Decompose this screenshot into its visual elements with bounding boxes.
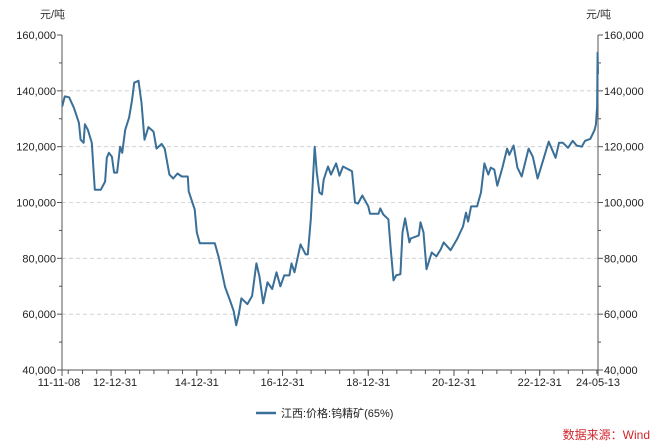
x-tick-label: 11-11-08: [38, 377, 80, 389]
y-tick-label-left: 80,000: [22, 253, 56, 265]
x-tick-label: 22-12-31: [518, 377, 562, 389]
x-tick-label: 20-12-31: [432, 377, 476, 389]
x-tick-label: 24-05-13: [576, 377, 620, 389]
y-tick-label-right: 100,000: [604, 198, 644, 210]
y-tick-label-left: 160,000: [16, 30, 56, 42]
series-line-tungsten-price: [61, 51, 599, 327]
y-tick-label-left: 140,000: [16, 86, 56, 98]
y-tick-label-left: 40,000: [22, 365, 56, 377]
y-tick-label-right: 40,000: [604, 365, 638, 377]
grid-lines: [62, 90, 598, 315]
source-note: 数据来源：Wind: [563, 427, 650, 442]
y-tick-label-right: 60,000: [604, 309, 638, 321]
x-tick-label: 12-12-31: [93, 377, 137, 389]
x-tick-label: 18-12-31: [346, 377, 390, 389]
y-tick-label-left: 60,000: [22, 309, 56, 321]
legend-label: 江西:价格:钨精矿(65%): [281, 406, 393, 420]
x-tick-label: 16-12-31: [261, 377, 305, 389]
x-tick-label: 14-12-31: [175, 377, 219, 389]
y-tick-label-left: 100,000: [16, 198, 56, 210]
y-tick-label-right: 140,000: [604, 86, 644, 98]
y-tick-label-right: 80,000: [604, 253, 638, 265]
left-unit-label: 元/吨: [40, 8, 65, 21]
y-tick-label-right: 160,000: [604, 30, 644, 42]
legend: 江西:价格:钨精矿(65%): [256, 406, 393, 420]
right-unit-label: 元/吨: [586, 8, 611, 21]
tick-labels: 40,000 40,000 60,000 60,000 80,000 80,000 100,…: [16, 30, 644, 389]
y-tick-label-left: 120,000: [16, 142, 56, 154]
y-tick-label-right: 120,000: [604, 142, 644, 154]
ticks: [57, 34, 603, 376]
